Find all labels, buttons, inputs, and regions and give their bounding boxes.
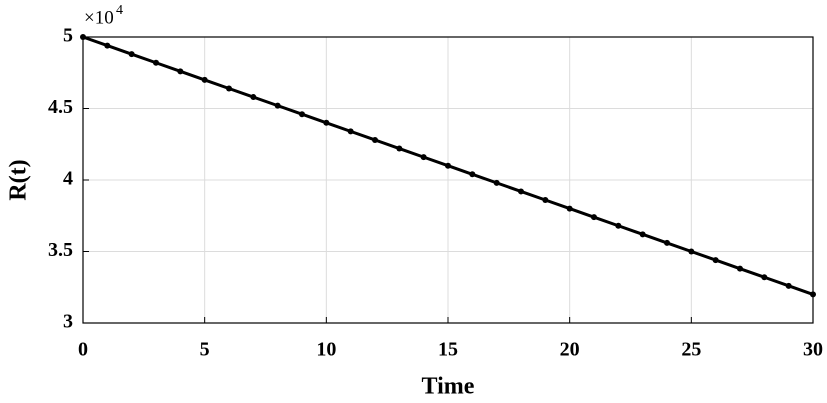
y-tick-label: 3 (63, 311, 73, 333)
data-point (153, 59, 159, 66)
data-point (372, 136, 378, 143)
x-tick-label: 20 (560, 339, 580, 361)
data-point (518, 188, 524, 195)
data-point (615, 222, 622, 229)
data-point (250, 94, 257, 101)
y-tick-label: 5 (63, 25, 73, 47)
y-multiplier-exponent: 4 (116, 3, 123, 18)
data-point (639, 231, 646, 238)
data-point (493, 179, 500, 186)
data-point (688, 248, 695, 255)
y-axis-label: R(t) (6, 159, 32, 200)
data-point (542, 197, 549, 204)
data-point (274, 102, 281, 109)
data-point (566, 205, 573, 212)
data-point (347, 128, 354, 135)
data-point (591, 214, 597, 221)
data-point (128, 51, 135, 58)
y-tick-label: 4.5 (48, 96, 73, 118)
data-point (469, 171, 476, 178)
data-point (712, 257, 719, 264)
data-point (445, 162, 451, 169)
y-tick-label: 4 (63, 168, 73, 190)
plot-frame (82, 36, 814, 324)
x-axis-label: Time (422, 374, 475, 400)
data-point (761, 274, 768, 281)
y-tick-label: 3.5 (48, 239, 73, 261)
data-point (104, 42, 111, 49)
data-point (177, 68, 184, 75)
data-point (323, 119, 330, 126)
x-tick-label: 30 (803, 339, 823, 361)
data-point (420, 154, 427, 161)
data-point (226, 85, 232, 92)
x-tick-label: 10 (316, 339, 336, 361)
data-point (810, 291, 816, 298)
data-point (664, 239, 670, 246)
x-tick-label: 0 (78, 339, 88, 361)
data-point (785, 282, 792, 289)
data-point (396, 145, 403, 152)
x-tick-label: 5 (200, 339, 210, 361)
data-point (737, 265, 743, 272)
x-tick-label: 25 (681, 339, 701, 361)
data-point (201, 76, 208, 83)
data-point (80, 34, 86, 40)
x-tick-label: 15 (438, 339, 458, 361)
y-multiplier: ×10 (84, 7, 114, 28)
data-point (299, 111, 305, 118)
